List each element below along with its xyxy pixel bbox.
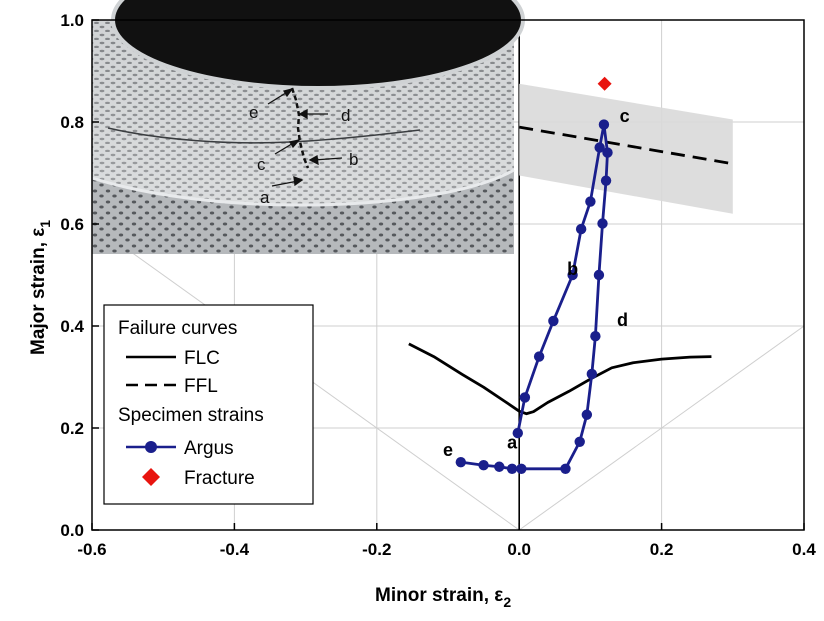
inset-annotation-arrows (267, 87, 343, 187)
legend-fracture-label: Fracture (184, 468, 255, 489)
legend-ffl-label: FFL (184, 376, 218, 397)
y-axis-title: Major strain, ε1 (28, 220, 53, 355)
inset-label-e: e (249, 103, 258, 122)
series-argus-point (586, 368, 598, 380)
y-tick-label: 0.0 (60, 521, 84, 540)
series-argus-point (590, 331, 601, 342)
legend: Failure curves FLC FFL Specimen strains … (103, 304, 314, 505)
point-label-a: a (507, 432, 518, 452)
x-tick-label: -0.6 (77, 540, 106, 559)
point-label-b: b (567, 259, 578, 279)
axis-ticks (91, 19, 805, 531)
series-argus-point (548, 315, 559, 327)
x-tick-label: 0.4 (792, 540, 816, 559)
series-argus-point (600, 175, 612, 186)
series-argus-point (533, 351, 545, 362)
legend-fracture-marker (142, 468, 160, 486)
series-argus-point (455, 456, 467, 468)
series-layer (408, 76, 734, 474)
y-tick-label: 0.8 (60, 113, 84, 132)
inset-photo: e d c b a (91, 0, 525, 254)
legend-title-specimen: Specimen strains (118, 405, 264, 426)
series-argus-point (575, 223, 587, 235)
fracture-marker (597, 76, 612, 91)
legend-argus-marker (145, 441, 157, 453)
series-flc-line (408, 342, 712, 416)
y-tick-label: 0.6 (60, 215, 84, 234)
fracture-band (519, 83, 733, 214)
series-ffl-line (518, 125, 734, 166)
reference-line-right (518, 325, 804, 530)
x-tick-label: 0.0 (507, 540, 531, 559)
series-argus-point (478, 460, 489, 471)
series-argus-point (602, 147, 613, 158)
series-argus-point (585, 196, 596, 207)
point-label-d: d (617, 310, 628, 330)
series-argus-point (597, 218, 608, 229)
fracture-band-area (519, 83, 733, 214)
inset-label-b: b (349, 150, 358, 169)
x-tick-label: -0.4 (220, 540, 250, 559)
series-argus-point (594, 142, 605, 153)
series-argus-point (598, 119, 610, 130)
inset-label-a: a (260, 188, 270, 207)
y-tick-label: 0.4 (60, 317, 84, 336)
legend-title-failure: Failure curves (118, 318, 237, 339)
point-label-c: c (620, 106, 630, 126)
y-tick-label: 0.2 (60, 419, 84, 438)
series-argus-point (506, 463, 518, 474)
legend-argus-label: Argus (184, 438, 234, 459)
point-labels: a b c d e (443, 106, 630, 460)
series-argus-point (574, 436, 585, 447)
legend-box (103, 304, 314, 505)
series-argus-point (593, 269, 605, 281)
inset-label-d: d (341, 106, 350, 125)
series-argus-point (494, 461, 505, 472)
plot-frame (91, 19, 805, 531)
y-tick-label: 1.0 (60, 11, 84, 30)
series-argus-point (560, 463, 571, 474)
series-argus-point (516, 463, 527, 474)
inset-label-c: c (257, 155, 266, 174)
series-argus-point (512, 427, 523, 439)
tick-labels: -0.6 -0.4 -0.2 0.0 0.2 0.4 0.0 0.2 0.4 0.6 0.8 1.0 (60, 11, 816, 559)
x-tick-label: -0.2 (362, 540, 391, 559)
series-argus-point (581, 409, 593, 420)
legend-flc-label: FLC (184, 348, 220, 369)
series-argus-point (567, 269, 578, 281)
series-argus-point (519, 392, 531, 403)
x-tick-label: 0.2 (650, 540, 674, 559)
x-axis-title: Minor strain, ε2 (375, 585, 511, 610)
point-label-e: e (443, 440, 453, 460)
